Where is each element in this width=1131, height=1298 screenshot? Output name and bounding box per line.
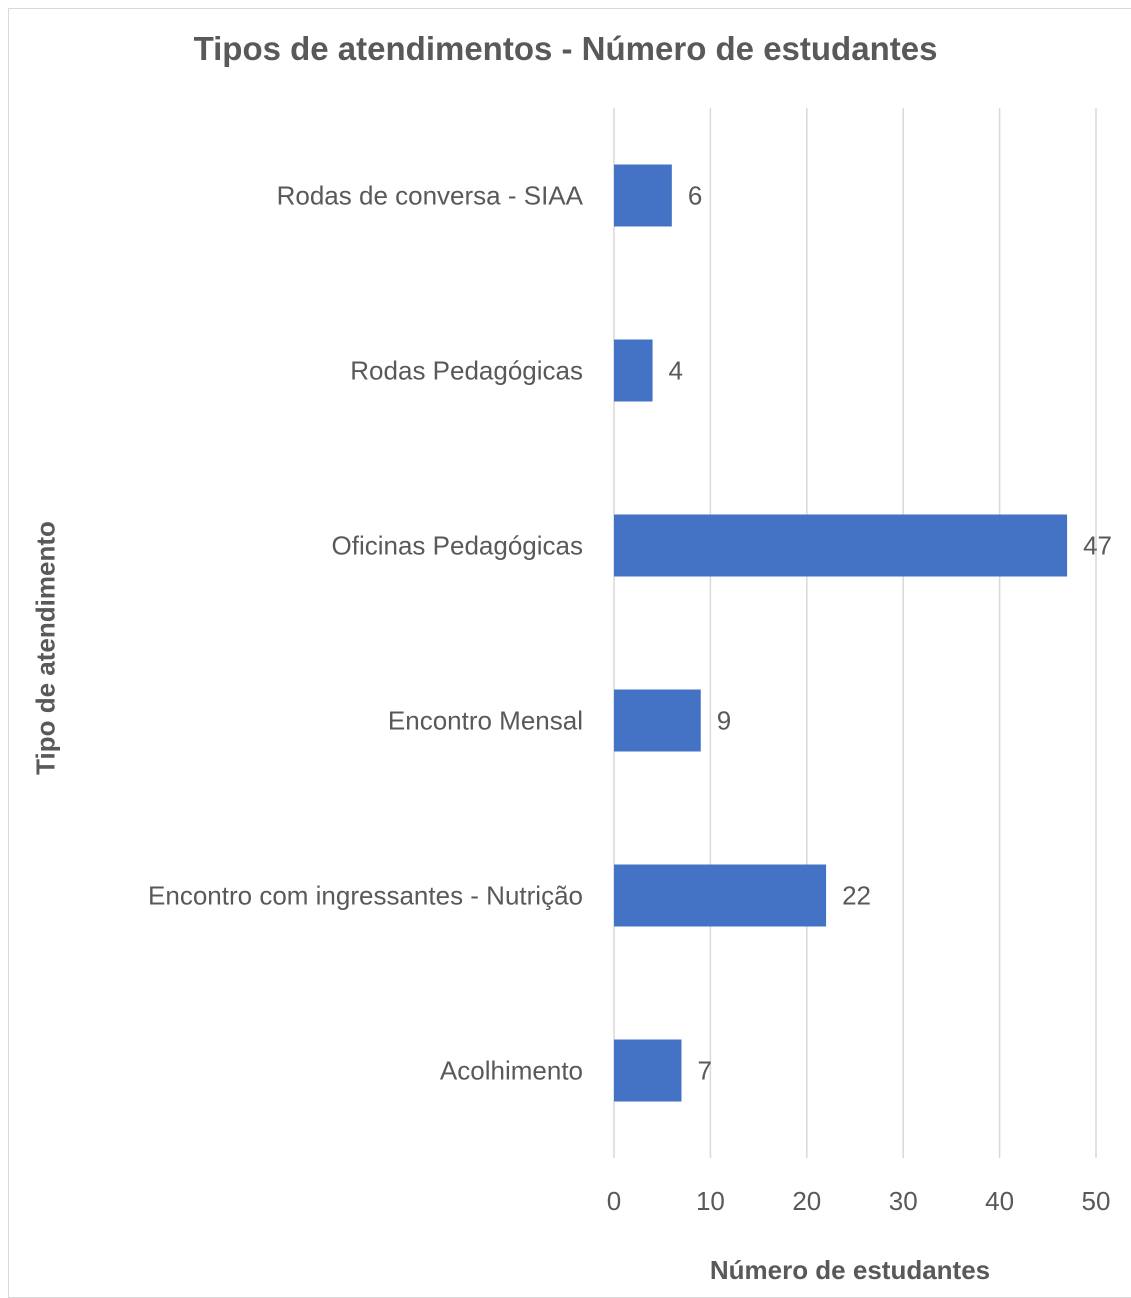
gridlines [613, 108, 1097, 1158]
data-label: 4 [669, 356, 683, 386]
bars [614, 164, 1068, 1102]
data-label: 47 [1083, 531, 1112, 561]
category-label: Rodas de conversa - SIAA [277, 181, 584, 211]
chart-title: Tipos de atendimentos - Número de estuda… [193, 30, 938, 67]
x-axis-label: Número de estudantes [709, 1255, 991, 1285]
bar [614, 864, 827, 927]
bar [614, 689, 701, 752]
category-label: Acolhimento [440, 1056, 583, 1086]
data-label: 22 [842, 881, 871, 911]
bar [614, 164, 672, 227]
bar [614, 514, 1068, 577]
data-label: 9 [717, 706, 731, 736]
data-label: 6 [688, 181, 702, 211]
category-label: Encontro Mensal [388, 706, 583, 736]
x-tick-label: 20 [792, 1186, 821, 1216]
bar [614, 339, 653, 402]
x-tick-labels: 0 10 20 30 40 50 [607, 1186, 1111, 1216]
data-label: 7 [697, 1056, 711, 1086]
bar [614, 1039, 682, 1102]
x-tick-label: 10 [696, 1186, 725, 1216]
category-label: Rodas Pedagógicas [350, 356, 583, 386]
category-label: Oficinas Pedagógicas [332, 531, 583, 561]
data-labels: 6 4 47 9 22 7 [669, 181, 1112, 1086]
x-tick-label: 0 [607, 1186, 621, 1216]
category-label: Encontro com ingressantes - Nutrição [148, 881, 583, 911]
x-tick-label: 50 [1082, 1186, 1111, 1216]
x-tick-label: 30 [889, 1186, 918, 1216]
category-labels: Rodas de conversa - SIAA Rodas Pedagógica… [148, 181, 584, 1086]
x-tick-label: 40 [985, 1186, 1014, 1216]
